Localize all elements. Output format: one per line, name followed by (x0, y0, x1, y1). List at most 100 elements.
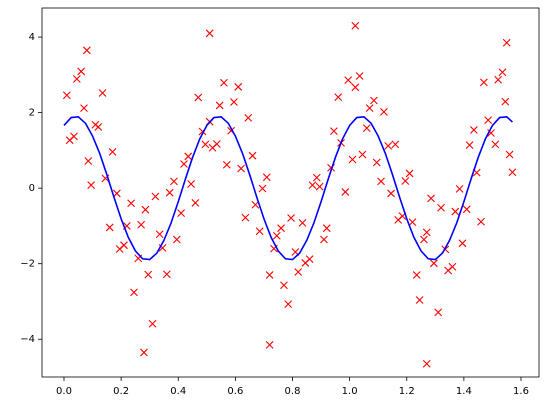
x-marker (277, 224, 285, 233)
x-marker (501, 97, 510, 106)
x-marker (180, 160, 188, 168)
x-marker (77, 67, 86, 76)
x-marker (294, 268, 303, 276)
x-marker (412, 271, 421, 279)
x-marker (144, 270, 153, 279)
x-marker (372, 158, 381, 167)
x-marker (70, 132, 78, 141)
x-tick-label: 0.4 (170, 386, 186, 397)
line (63, 115, 513, 261)
x-marker (280, 281, 288, 290)
x-marker (305, 255, 314, 264)
x-marker (172, 235, 181, 244)
x-marker (365, 104, 374, 112)
x-marker (112, 189, 121, 198)
x-marker (98, 89, 107, 97)
x-marker (140, 348, 148, 357)
x-marker (437, 203, 445, 212)
x-tick-label: 0.2 (113, 386, 129, 397)
x-marker (184, 152, 193, 161)
x-tick-label: 1.0 (342, 386, 358, 397)
x-marker (315, 182, 324, 191)
x-marker (165, 188, 174, 197)
x-marker (387, 189, 395, 198)
x-tick-label: 1.4 (456, 386, 472, 397)
x-marker (505, 150, 514, 159)
x-tick-label: 1.6 (513, 386, 529, 397)
x-marker (151, 192, 160, 201)
x-marker (334, 93, 343, 102)
x-marker (487, 129, 495, 137)
x-marker (420, 235, 428, 244)
x-marker (201, 140, 210, 149)
x-marker (170, 177, 178, 186)
x-marker (220, 78, 228, 87)
x-marker (341, 188, 350, 196)
x-marker (212, 140, 221, 148)
x-tick-label: 0.6 (227, 386, 243, 397)
x-marker (405, 169, 414, 178)
x-marker (508, 168, 517, 177)
x-marker (230, 98, 238, 106)
x-marker (391, 140, 400, 149)
x-marker (351, 21, 360, 30)
x-marker (162, 270, 171, 279)
x-marker (422, 359, 431, 368)
x-marker (380, 107, 388, 116)
x-marker (427, 194, 435, 203)
x-marker (255, 227, 264, 236)
x-marker (362, 124, 371, 132)
x-marker (284, 300, 293, 308)
x-marker (272, 231, 281, 240)
x-marker (451, 207, 460, 216)
x-marker (429, 259, 438, 268)
x-marker (448, 262, 457, 271)
x-marker (234, 83, 243, 91)
x-marker (237, 164, 245, 173)
x-marker (415, 296, 424, 304)
y-tick-label: 4 (29, 32, 35, 43)
x-marker (458, 239, 467, 248)
x-marker (377, 177, 385, 186)
x-marker (80, 104, 88, 112)
x-marker (82, 46, 91, 55)
x-marker (322, 224, 331, 233)
plot-frame (41, 7, 540, 378)
x-marker (94, 123, 103, 131)
x-marker (477, 217, 485, 226)
y-tick-label: −2 (20, 259, 35, 270)
x-marker (258, 184, 267, 193)
x-tick-label: 1.2 (399, 386, 415, 397)
x-marker (491, 140, 500, 149)
x-marker (384, 141, 393, 150)
x-marker (244, 114, 253, 122)
x-marker (137, 220, 146, 229)
x-marker (308, 181, 317, 190)
x-marker (155, 230, 164, 239)
x-marker (348, 155, 357, 164)
x-marker (248, 151, 257, 160)
x-tick-label: 0.0 (56, 386, 72, 397)
x-marker (355, 72, 364, 80)
x-marker (465, 141, 474, 149)
x-marker (262, 173, 271, 182)
x-marker (194, 93, 203, 102)
x-marker (241, 213, 250, 222)
x-marker (434, 308, 443, 317)
x-marker (330, 127, 338, 136)
x-marker (312, 173, 321, 182)
x-marker (287, 214, 295, 222)
x-marker (108, 148, 117, 156)
x-marker (148, 319, 157, 328)
x-marker (408, 218, 417, 227)
x-marker (265, 271, 274, 279)
x-marker (130, 288, 138, 297)
x-marker (191, 198, 200, 207)
y-tick-label: −4 (20, 334, 35, 345)
x-marker (370, 96, 378, 105)
x-marker (484, 116, 493, 125)
x-marker (222, 160, 231, 169)
x-marker (141, 205, 150, 214)
x-marker (351, 83, 360, 92)
